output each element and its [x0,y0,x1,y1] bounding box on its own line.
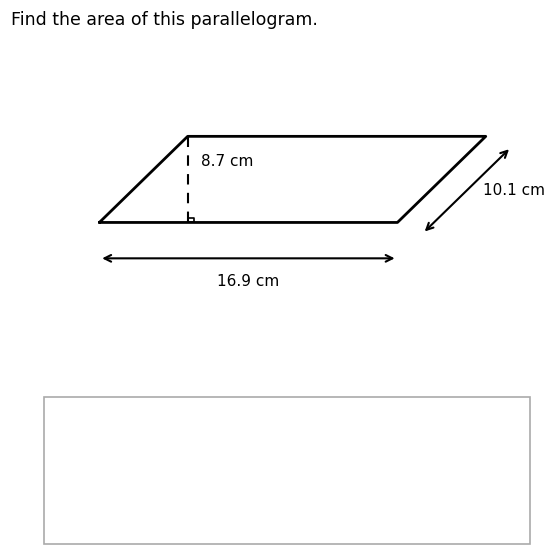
Text: Find the area of this parallelogram.: Find the area of this parallelogram. [11,10,318,29]
FancyBboxPatch shape [44,397,530,544]
Text: 10.1 cm: 10.1 cm [484,183,545,198]
Text: 16.9 cm: 16.9 cm [217,274,279,289]
Text: 8.7 cm: 8.7 cm [201,154,254,169]
